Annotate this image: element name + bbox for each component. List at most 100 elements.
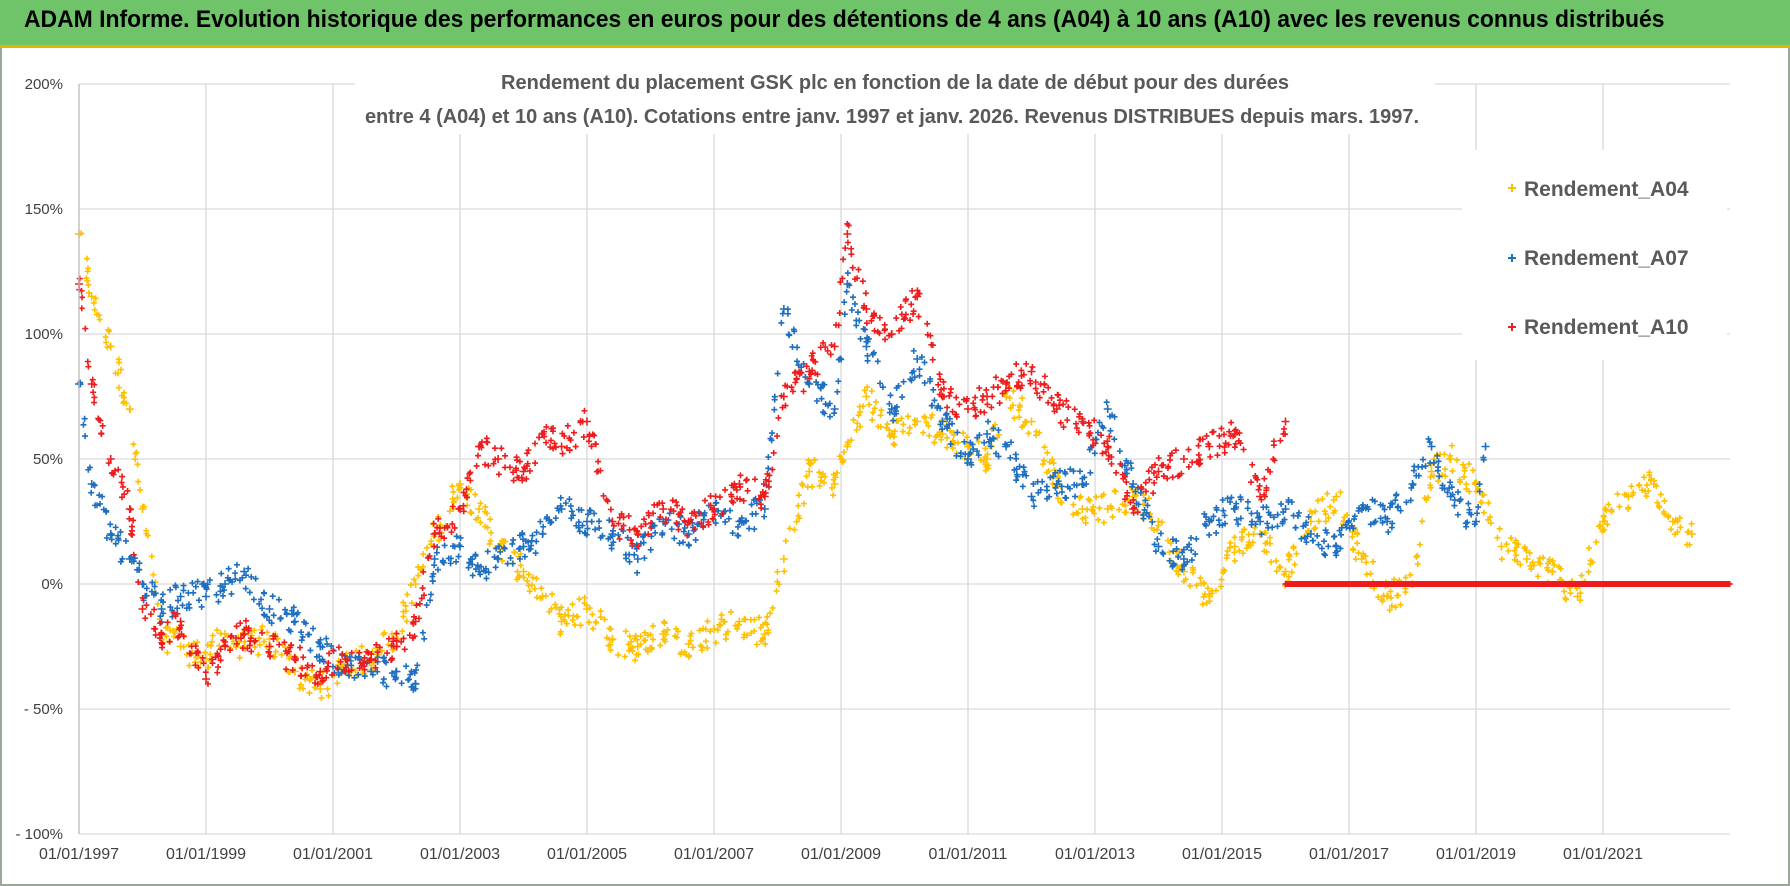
data-point <box>964 405 972 413</box>
data-point <box>449 543 456 550</box>
data-point <box>257 596 264 603</box>
data-point <box>877 380 884 387</box>
data-point <box>1219 496 1226 503</box>
data-point <box>403 618 410 625</box>
data-point <box>485 462 492 469</box>
data-point <box>603 496 610 503</box>
data-point <box>618 526 625 533</box>
data-point <box>361 663 368 670</box>
data-point <box>192 662 199 669</box>
data-point <box>568 515 575 522</box>
data-point <box>775 414 782 421</box>
data-point <box>795 512 802 519</box>
data-point <box>148 588 155 595</box>
data-point <box>324 685 331 692</box>
data-point <box>548 519 555 526</box>
data-point <box>172 582 179 589</box>
data-point <box>581 594 588 601</box>
data-point <box>1070 468 1077 475</box>
data-point <box>551 440 558 447</box>
data-point <box>516 545 523 552</box>
legend-item-a04[interactable]: Rendement_A04 <box>1508 178 1689 201</box>
data-point <box>1009 402 1016 409</box>
data-point <box>1496 525 1503 532</box>
data-point <box>907 317 914 324</box>
data-point <box>410 613 417 620</box>
data-point <box>704 645 711 652</box>
data-point <box>1050 401 1057 408</box>
legend-item-a10[interactable]: Rendement_A10 <box>1508 316 1689 339</box>
data-point <box>837 355 844 362</box>
data-point <box>1151 541 1158 548</box>
data-point <box>647 631 654 638</box>
data-point <box>207 651 214 658</box>
data-point <box>290 604 297 611</box>
data-point <box>529 532 536 539</box>
data-point <box>1585 545 1592 552</box>
data-point <box>800 500 807 507</box>
data-point <box>1023 472 1030 479</box>
data-point <box>1222 520 1229 527</box>
data-point <box>1466 506 1473 513</box>
data-point <box>232 576 239 583</box>
data-point <box>1086 497 1093 504</box>
data-point <box>681 517 688 524</box>
data-point <box>143 585 150 592</box>
data-point <box>680 539 687 546</box>
data-point <box>872 398 879 405</box>
data-point <box>1319 495 1326 502</box>
series-rendement-a10 <box>75 220 1290 687</box>
data-point <box>1130 496 1137 503</box>
series-rendement-a07 <box>75 270 1490 693</box>
data-point <box>902 315 909 322</box>
data-point <box>784 310 791 317</box>
data-point <box>1071 406 1078 413</box>
data-point <box>641 516 648 523</box>
data-point <box>905 413 912 420</box>
data-point <box>943 410 950 417</box>
data-point <box>620 522 627 529</box>
data-point <box>737 472 744 479</box>
y-tick-label-1: 150% <box>25 201 63 218</box>
data-point <box>1044 449 1051 456</box>
data-point <box>628 537 635 544</box>
data-point <box>944 415 951 422</box>
data-point <box>647 546 654 553</box>
data-point <box>510 477 517 484</box>
data-point <box>99 422 106 429</box>
data-point <box>421 592 428 599</box>
data-point <box>1181 561 1188 568</box>
data-point <box>1018 372 1025 379</box>
data-point <box>1218 425 1225 432</box>
data-point <box>635 651 642 658</box>
data-point <box>1051 408 1058 415</box>
data-point <box>999 378 1006 385</box>
data-point <box>854 420 861 427</box>
data-point <box>565 612 572 619</box>
legend-item-a07[interactable]: Rendement_A07 <box>1508 247 1689 270</box>
data-point <box>610 527 617 534</box>
data-point <box>409 684 416 691</box>
data-point <box>570 512 577 519</box>
data-point <box>85 282 92 289</box>
data-point <box>140 581 147 588</box>
data-point <box>1179 566 1186 573</box>
data-point <box>734 523 741 530</box>
data-point <box>497 548 504 555</box>
data-point <box>765 483 772 490</box>
data-point <box>1052 469 1059 476</box>
data-point <box>848 251 855 258</box>
data-point <box>784 383 791 390</box>
data-point <box>543 439 550 446</box>
data-point <box>496 543 503 550</box>
data-point <box>659 505 668 513</box>
data-point <box>589 611 596 618</box>
data-point <box>1420 456 1427 463</box>
data-point <box>1006 395 1013 402</box>
data-point <box>564 422 571 429</box>
data-point <box>232 570 239 577</box>
data-point <box>228 590 235 597</box>
data-point <box>460 489 467 496</box>
data-point <box>1228 494 1235 501</box>
data-point <box>1011 466 1018 473</box>
